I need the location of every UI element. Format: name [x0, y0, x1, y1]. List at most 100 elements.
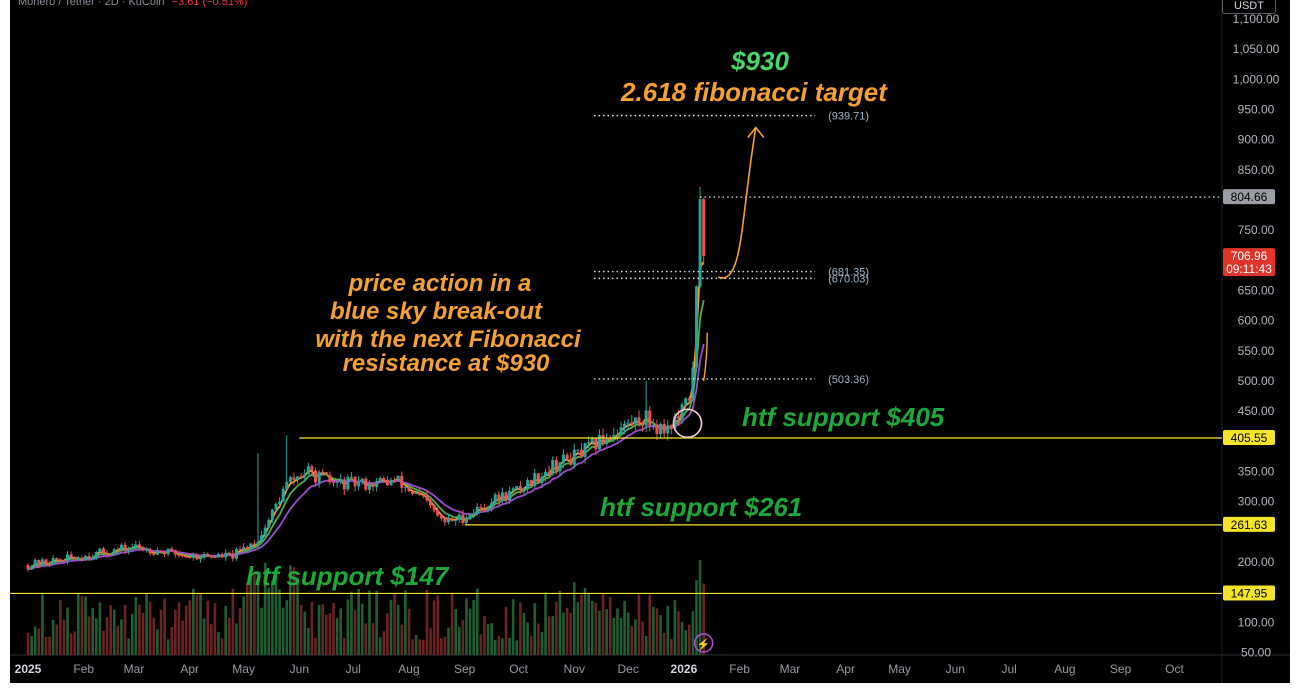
price-tick-label: 650.00 — [1238, 283, 1275, 297]
volume-bar — [260, 607, 263, 655]
volume-bar — [231, 588, 235, 655]
candle-body — [472, 513, 476, 515]
volume-bar — [48, 636, 51, 655]
candle-body — [76, 558, 80, 560]
chart-frame[interactable]: 1,100.00 1,050.00 1,000.00 950.00 900.00 850.… — [10, 0, 1290, 683]
candle-body — [256, 541, 260, 545]
volume-bars — [26, 560, 705, 655]
time-tick-label: 2026 — [671, 662, 698, 676]
volume-bar — [544, 592, 547, 655]
candle-body — [497, 494, 501, 501]
candle-body — [421, 495, 425, 497]
volume-bar — [73, 631, 77, 655]
volume-bar — [138, 604, 141, 655]
candle-body — [500, 492, 504, 501]
volume-bar — [325, 614, 328, 655]
volume-bar — [443, 636, 447, 655]
volume-bar — [436, 595, 440, 655]
volume-bar — [242, 596, 245, 655]
price-tick-label: 200.00 — [1238, 555, 1275, 569]
volume-bar — [41, 594, 44, 655]
candle-body — [457, 514, 461, 520]
volume-bar — [227, 617, 231, 655]
annotation-note-line4: resistance at $930 — [343, 350, 550, 377]
volume-bar — [184, 605, 188, 655]
volume-bar — [626, 612, 630, 655]
candle-body — [382, 478, 386, 480]
trend-curve — [702, 332, 708, 382]
candle-body — [439, 515, 443, 519]
candle-body — [590, 438, 594, 443]
candle-body — [702, 199, 706, 257]
price-change: −3.61 (−0.51%) — [171, 0, 248, 8]
candle-body — [651, 424, 655, 426]
candle-body — [572, 449, 576, 465]
candle-body — [536, 473, 540, 483]
candle-body — [94, 551, 98, 559]
chart-canvas[interactable]: 1,100.00 1,050.00 1,000.00 950.00 900.00 850.… — [10, 0, 1290, 683]
candle-body — [612, 435, 616, 439]
lightning-icon[interactable]: ⚡ — [693, 633, 714, 653]
candle-body — [278, 501, 282, 505]
volume-bar — [414, 635, 418, 655]
candle-body — [80, 558, 84, 561]
candle-body — [166, 548, 170, 555]
volume-bar — [587, 593, 590, 655]
volume-bar — [371, 623, 375, 655]
price-tick-label: 900.00 — [1238, 133, 1275, 147]
volume-bar — [601, 593, 605, 655]
candle-body — [328, 474, 332, 483]
candle-body — [148, 549, 152, 554]
price-badge-sup405: 405.55 — [1223, 430, 1275, 446]
volume-bar — [224, 605, 227, 655]
candle-body — [317, 471, 321, 483]
time-tick-label: May — [232, 662, 255, 676]
volume-bar — [630, 626, 634, 655]
candle-body — [385, 479, 389, 486]
candle-body — [130, 547, 134, 549]
candle-body — [87, 556, 91, 559]
candle-body — [490, 502, 494, 507]
candle-body — [425, 495, 429, 501]
candle-body — [98, 548, 102, 552]
candle-body — [443, 518, 447, 523]
volume-bar — [37, 628, 41, 655]
volume-bar — [357, 589, 360, 655]
candle-body — [91, 558, 95, 560]
candle-body — [576, 449, 580, 451]
volume-bar — [375, 590, 378, 655]
volume-bar — [213, 603, 217, 655]
lightning-icon-glyph: ⚡ — [697, 638, 711, 651]
currency-unit-button[interactable]: USDT — [1222, 0, 1276, 14]
candle-body — [285, 481, 289, 489]
candle-body — [349, 476, 353, 478]
price-tick-label: 1,050.00 — [1233, 42, 1280, 56]
breakout-circle — [672, 408, 703, 439]
volume-bar — [605, 609, 608, 655]
volume-bar — [493, 639, 497, 655]
volume-bar — [450, 593, 454, 655]
candle-body — [648, 410, 652, 426]
volume-bar — [551, 616, 555, 655]
candle-body — [213, 556, 217, 558]
price-tick-label: 500.00 — [1238, 374, 1275, 388]
volume-bar — [508, 637, 511, 655]
volume-bar — [238, 607, 242, 655]
price-tick-label: 750.00 — [1238, 223, 1275, 237]
price-badge-box — [1223, 516, 1275, 532]
volume-bar — [483, 615, 486, 655]
volume-bar — [174, 609, 177, 655]
candle-body — [594, 438, 598, 450]
volume-bar — [562, 612, 565, 655]
candle-body — [346, 477, 350, 490]
volume-bar — [619, 618, 623, 655]
volume-bar — [511, 599, 515, 655]
candle-body — [206, 554, 210, 557]
volume-bar — [497, 635, 501, 655]
volume-bar — [623, 600, 626, 655]
volume-bar — [249, 568, 253, 655]
volume-bar — [644, 635, 648, 655]
candle-body — [464, 519, 468, 524]
countdown-text: 09:11:43 — [1226, 262, 1272, 276]
